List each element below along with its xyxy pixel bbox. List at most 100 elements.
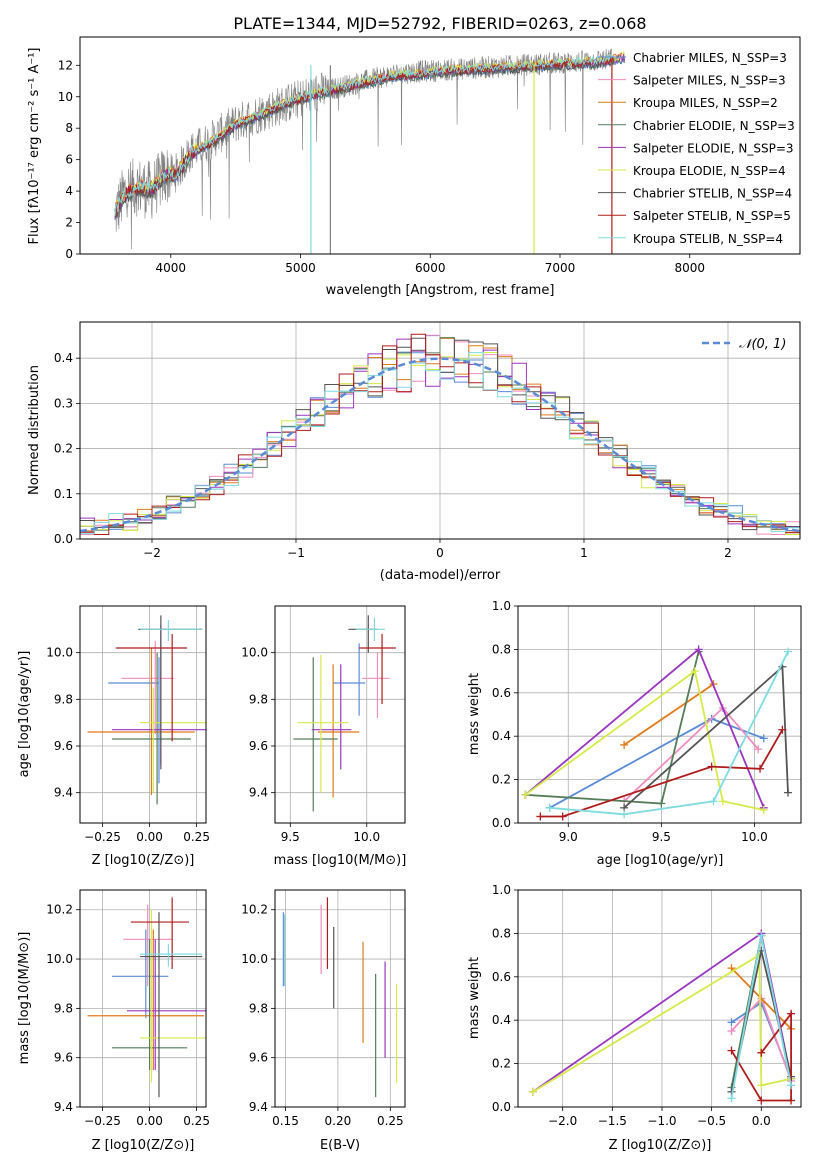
weight-line	[623, 683, 715, 746]
age-vs-mass-xlabel: mass [log10(M/M⊙)]	[274, 853, 407, 868]
y-tick-label: 10.0	[241, 646, 268, 660]
x-tick-label: 9.0	[559, 830, 578, 844]
spectrum-xlabel: wavelength [Angstrom, rest frame]	[326, 283, 555, 298]
weight-line	[730, 967, 792, 1030]
normal-legend: 𝒩(0, 1)	[702, 337, 786, 352]
normal-legend-label: 𝒩(0, 1)	[739, 337, 786, 352]
x-tick-label: 9.5	[281, 830, 300, 844]
y-tick-label: 9.8	[54, 692, 73, 706]
weight-vs-z-panel: −2.0 −1.5 −1.0 −0.5 0.0 0.0 0.2 0.4 0.6 0.8 1.0 Z …	[467, 883, 802, 1153]
weight-vs-age-panel: 9.0 9.5 10.0 0.0 0.2 0.4 0.6 0.8 1.0 age [log10(…	[467, 599, 802, 868]
y-tick-label: 9.6	[249, 1051, 268, 1065]
residual-histogram	[80, 333, 800, 535]
mass-vs-z-xlabel: Z [log10(Z/Z⊙)]	[92, 1138, 195, 1153]
weight-line	[524, 647, 765, 809]
y-tick-label: 9.6	[54, 1051, 73, 1065]
legend-label: Salpeter MILES, N_SSP=3	[633, 74, 786, 88]
age-vs-mass-panel: 9.5 10.0 9.4 9.6 9.8 10.0 mass [log10(M/M⊙)]	[241, 605, 407, 868]
x-tick-label: −0.25	[84, 1114, 121, 1128]
y-tick-label: 0.2	[492, 1057, 511, 1071]
mass-vs-ebv-panel: 0.15 0.20 0.25 9.4 9.6 9.8 10.0 10.2 E(B-V)	[241, 889, 406, 1153]
residual-ylabel: Normed distribution	[27, 365, 42, 495]
x-tick-label: −2.0	[548, 1114, 577, 1128]
y-tick-label: 9.4	[249, 786, 268, 800]
x-tick-label: 2	[724, 546, 732, 560]
residual-histogram	[80, 352, 800, 535]
y-tick-label: 0.0	[54, 532, 73, 546]
legend-label: Salpeter STELIB, N_SSP=5	[633, 209, 791, 223]
weight-vs-age-ylabel: mass weight	[467, 673, 482, 755]
mass-vs-ebv-xlabel: E(B-V)	[320, 1138, 360, 1153]
y-tick-label: 0.4	[492, 729, 511, 743]
x-tick-label: 8000	[674, 261, 705, 275]
y-tick-label: 10.2	[46, 903, 73, 917]
x-tick-label: 10.0	[741, 830, 768, 844]
x-tick-label: 9.5	[652, 830, 671, 844]
y-tick-label: 9.8	[54, 1001, 73, 1015]
x-tick-label: 0.20	[325, 1114, 352, 1128]
y-tick-label: 9.6	[54, 739, 73, 753]
y-tick-label: 0.8	[492, 642, 511, 656]
y-tick-label: 0.4	[492, 1013, 511, 1027]
y-tick-label: 4	[65, 184, 73, 198]
y-tick-label: 0.6	[492, 686, 511, 700]
x-tick-label: −0.5	[697, 1114, 726, 1128]
y-tick-label: 0.3	[54, 396, 73, 410]
y-tick-label: 1.0	[492, 883, 511, 897]
y-tick-label: 10.0	[241, 952, 268, 966]
y-tick-label: 0.0	[492, 816, 511, 830]
legend-label: Chabrier ELODIE, N_SSP=3	[633, 119, 795, 133]
weight-line	[525, 651, 700, 805]
residual-panel: −2 −1 0 1 2 0.0 0.1 0.2 0.3 0.4 (data-model)/erro…	[27, 321, 801, 583]
x-tick-label: −1.0	[647, 1114, 676, 1128]
y-tick-label: 10.2	[241, 903, 268, 917]
y-tick-label: 0	[65, 247, 73, 261]
y-tick-label: 9.4	[249, 1100, 268, 1114]
y-tick-label: 10	[58, 90, 73, 104]
y-tick-label: 0.2	[492, 773, 511, 787]
y-tick-label: 9.8	[249, 1001, 268, 1015]
x-tick-label: −1	[287, 546, 305, 560]
spectrum-panel: 4000 5000 6000 7000 8000 0 2 4 6 8 10 12 wavelength…	[27, 36, 801, 298]
figure-title: PLATE=1344, MJD=52792, FIBERID=0263, z=0…	[233, 14, 646, 33]
legend-label: Kroupa MILES, N_SSP=2	[633, 96, 778, 110]
legend-label: Chabrier STELIB, N_SSP=4	[633, 187, 792, 201]
x-tick-label: 0	[436, 546, 444, 560]
normal-curve	[79, 357, 801, 533]
x-tick-label: 1	[580, 546, 588, 560]
x-tick-label: 0.15	[272, 1114, 299, 1128]
mass-vs-z-panel: −0.25 0.00 0.25 9.4 9.6 9.8 10.0 10.2 Z [log10(…	[17, 889, 210, 1153]
weight-vs-z-xlabel: Z [log10(Z/Z⊙)]	[609, 1138, 712, 1153]
residual-xlabel: (data-model)/error	[380, 568, 501, 583]
weight-line	[524, 669, 764, 811]
weight-line	[623, 706, 759, 802]
x-tick-label: 6000	[415, 261, 446, 275]
weight-line	[549, 651, 789, 816]
y-tick-label: 9.4	[54, 1100, 73, 1114]
y-tick-label: 2	[65, 216, 73, 230]
legend-label: Kroupa ELODIE, N_SSP=4	[633, 164, 786, 178]
y-tick-label: 1.0	[492, 599, 511, 613]
x-tick-label: 0.0	[752, 1114, 771, 1128]
x-tick-label: 7000	[545, 261, 576, 275]
y-tick-label: 0.6	[492, 970, 511, 984]
mass-vs-z-ylabel: mass [log10(M/M⊙)]	[17, 932, 32, 1065]
x-tick-label: 10.0	[353, 830, 380, 844]
y-tick-label: 8	[65, 121, 73, 135]
y-tick-label: 9.6	[249, 739, 268, 753]
spectrum-legend: Chabrier MILES, N_SSP=3 Salpeter MILES, N…	[598, 51, 795, 246]
y-tick-label: 10.0	[46, 646, 73, 660]
age-vs-z-panel: −0.25 0.00 0.25 9.4 9.6 9.8 10.0 Z [log10(Z/Z⊙…	[17, 605, 210, 868]
x-tick-label: 0.00	[136, 1114, 163, 1128]
legend-label: Kroupa STELIB, N_SSP=4	[633, 232, 783, 246]
y-tick-label: 0.8	[492, 926, 511, 940]
y-tick-label: 0.0	[492, 1100, 511, 1114]
age-vs-z-ylabel: age [log10(age/yr)]	[17, 651, 32, 778]
y-tick-label: 6	[65, 153, 73, 167]
x-tick-label: −1.5	[598, 1114, 627, 1128]
x-tick-label: 0.25	[183, 1114, 210, 1128]
x-tick-label: 4000	[156, 261, 187, 275]
x-tick-label: 0.25	[377, 1114, 404, 1128]
x-tick-label: −0.25	[84, 830, 121, 844]
